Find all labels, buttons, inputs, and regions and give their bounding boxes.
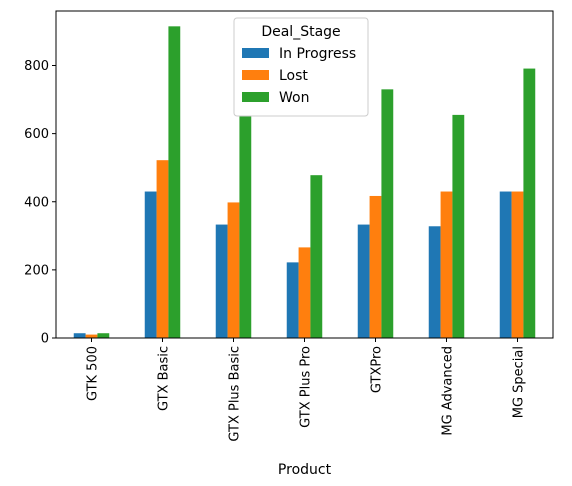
bar-won-mg-advanced bbox=[452, 114, 465, 338]
legend-label-in-progress: In Progress bbox=[279, 46, 356, 62]
legend-box bbox=[233, 17, 369, 117]
bars-group bbox=[73, 26, 536, 339]
x-tick-label: GTXPro bbox=[370, 346, 385, 393]
x-tick-label: GTK 500 bbox=[86, 346, 101, 401]
bar-won-gtx-plus-basic bbox=[239, 115, 252, 338]
y-tick-label: 0 bbox=[41, 332, 49, 347]
legend-label-lost: Lost bbox=[279, 68, 308, 84]
bar-won-gtx-plus-pro bbox=[310, 175, 323, 338]
bar-lost-mg-special bbox=[511, 191, 524, 338]
legend-swatch-lost bbox=[242, 70, 269, 80]
bar-won-gtx-basic bbox=[168, 26, 181, 339]
x-axis-label: Product bbox=[278, 462, 332, 478]
bar-lost-gtk-500 bbox=[85, 334, 98, 338]
bar-in-progress-gtx-basic bbox=[144, 191, 157, 338]
bar-lost-gtx-plus-pro bbox=[298, 247, 311, 338]
x-tick-label: GTX Plus Basic bbox=[228, 346, 243, 442]
bar-won-mg-special bbox=[523, 68, 536, 338]
bar-in-progress-gtk-500 bbox=[73, 333, 86, 338]
bar-lost-gtx-plus-basic bbox=[227, 202, 240, 338]
bar-lost-mg-advanced bbox=[440, 191, 453, 338]
bar-won-gtk-500 bbox=[97, 333, 110, 338]
legend-swatch-in-progress bbox=[242, 48, 269, 58]
x-tick-label: MG Special bbox=[512, 346, 527, 418]
x-tick-label: GTX Plus Pro bbox=[299, 346, 314, 428]
y-ticks-group: 0 200 400 600 800 bbox=[24, 59, 56, 347]
bar-won-gtxpro bbox=[381, 89, 394, 338]
bar-in-progress-gtx-plus-pro bbox=[286, 262, 299, 338]
legend-label-won: Won bbox=[279, 90, 309, 106]
bar-in-progress-gtx-plus-basic bbox=[215, 224, 228, 338]
y-tick-label: 800 bbox=[24, 59, 49, 74]
y-tick-label: 400 bbox=[24, 195, 49, 210]
bar-lost-gtxpro bbox=[369, 195, 382, 338]
x-tick-label: GTX Basic bbox=[157, 346, 172, 411]
bar-in-progress-mg-special bbox=[499, 191, 512, 338]
y-tick-label: 600 bbox=[24, 127, 49, 142]
legend-items: In Progress Lost Won bbox=[242, 46, 356, 106]
legend-swatch-won bbox=[242, 92, 269, 102]
x-ticks-group: GTK 500 GTX Basic GTX Plus Basic GTX Plus P… bbox=[86, 338, 527, 442]
bar-lost-gtx-basic bbox=[156, 160, 169, 338]
x-tick-label: MG Advanced bbox=[441, 346, 456, 436]
bar-in-progress-gtxpro bbox=[357, 224, 370, 338]
plot-frame bbox=[55, 10, 554, 339]
y-tick-label: 200 bbox=[24, 263, 49, 278]
legend-title: Deal_Stage bbox=[261, 24, 340, 40]
bar-in-progress-mg-advanced bbox=[428, 226, 441, 338]
legend: Deal_Stage In Progress Lost Won bbox=[233, 17, 369, 117]
